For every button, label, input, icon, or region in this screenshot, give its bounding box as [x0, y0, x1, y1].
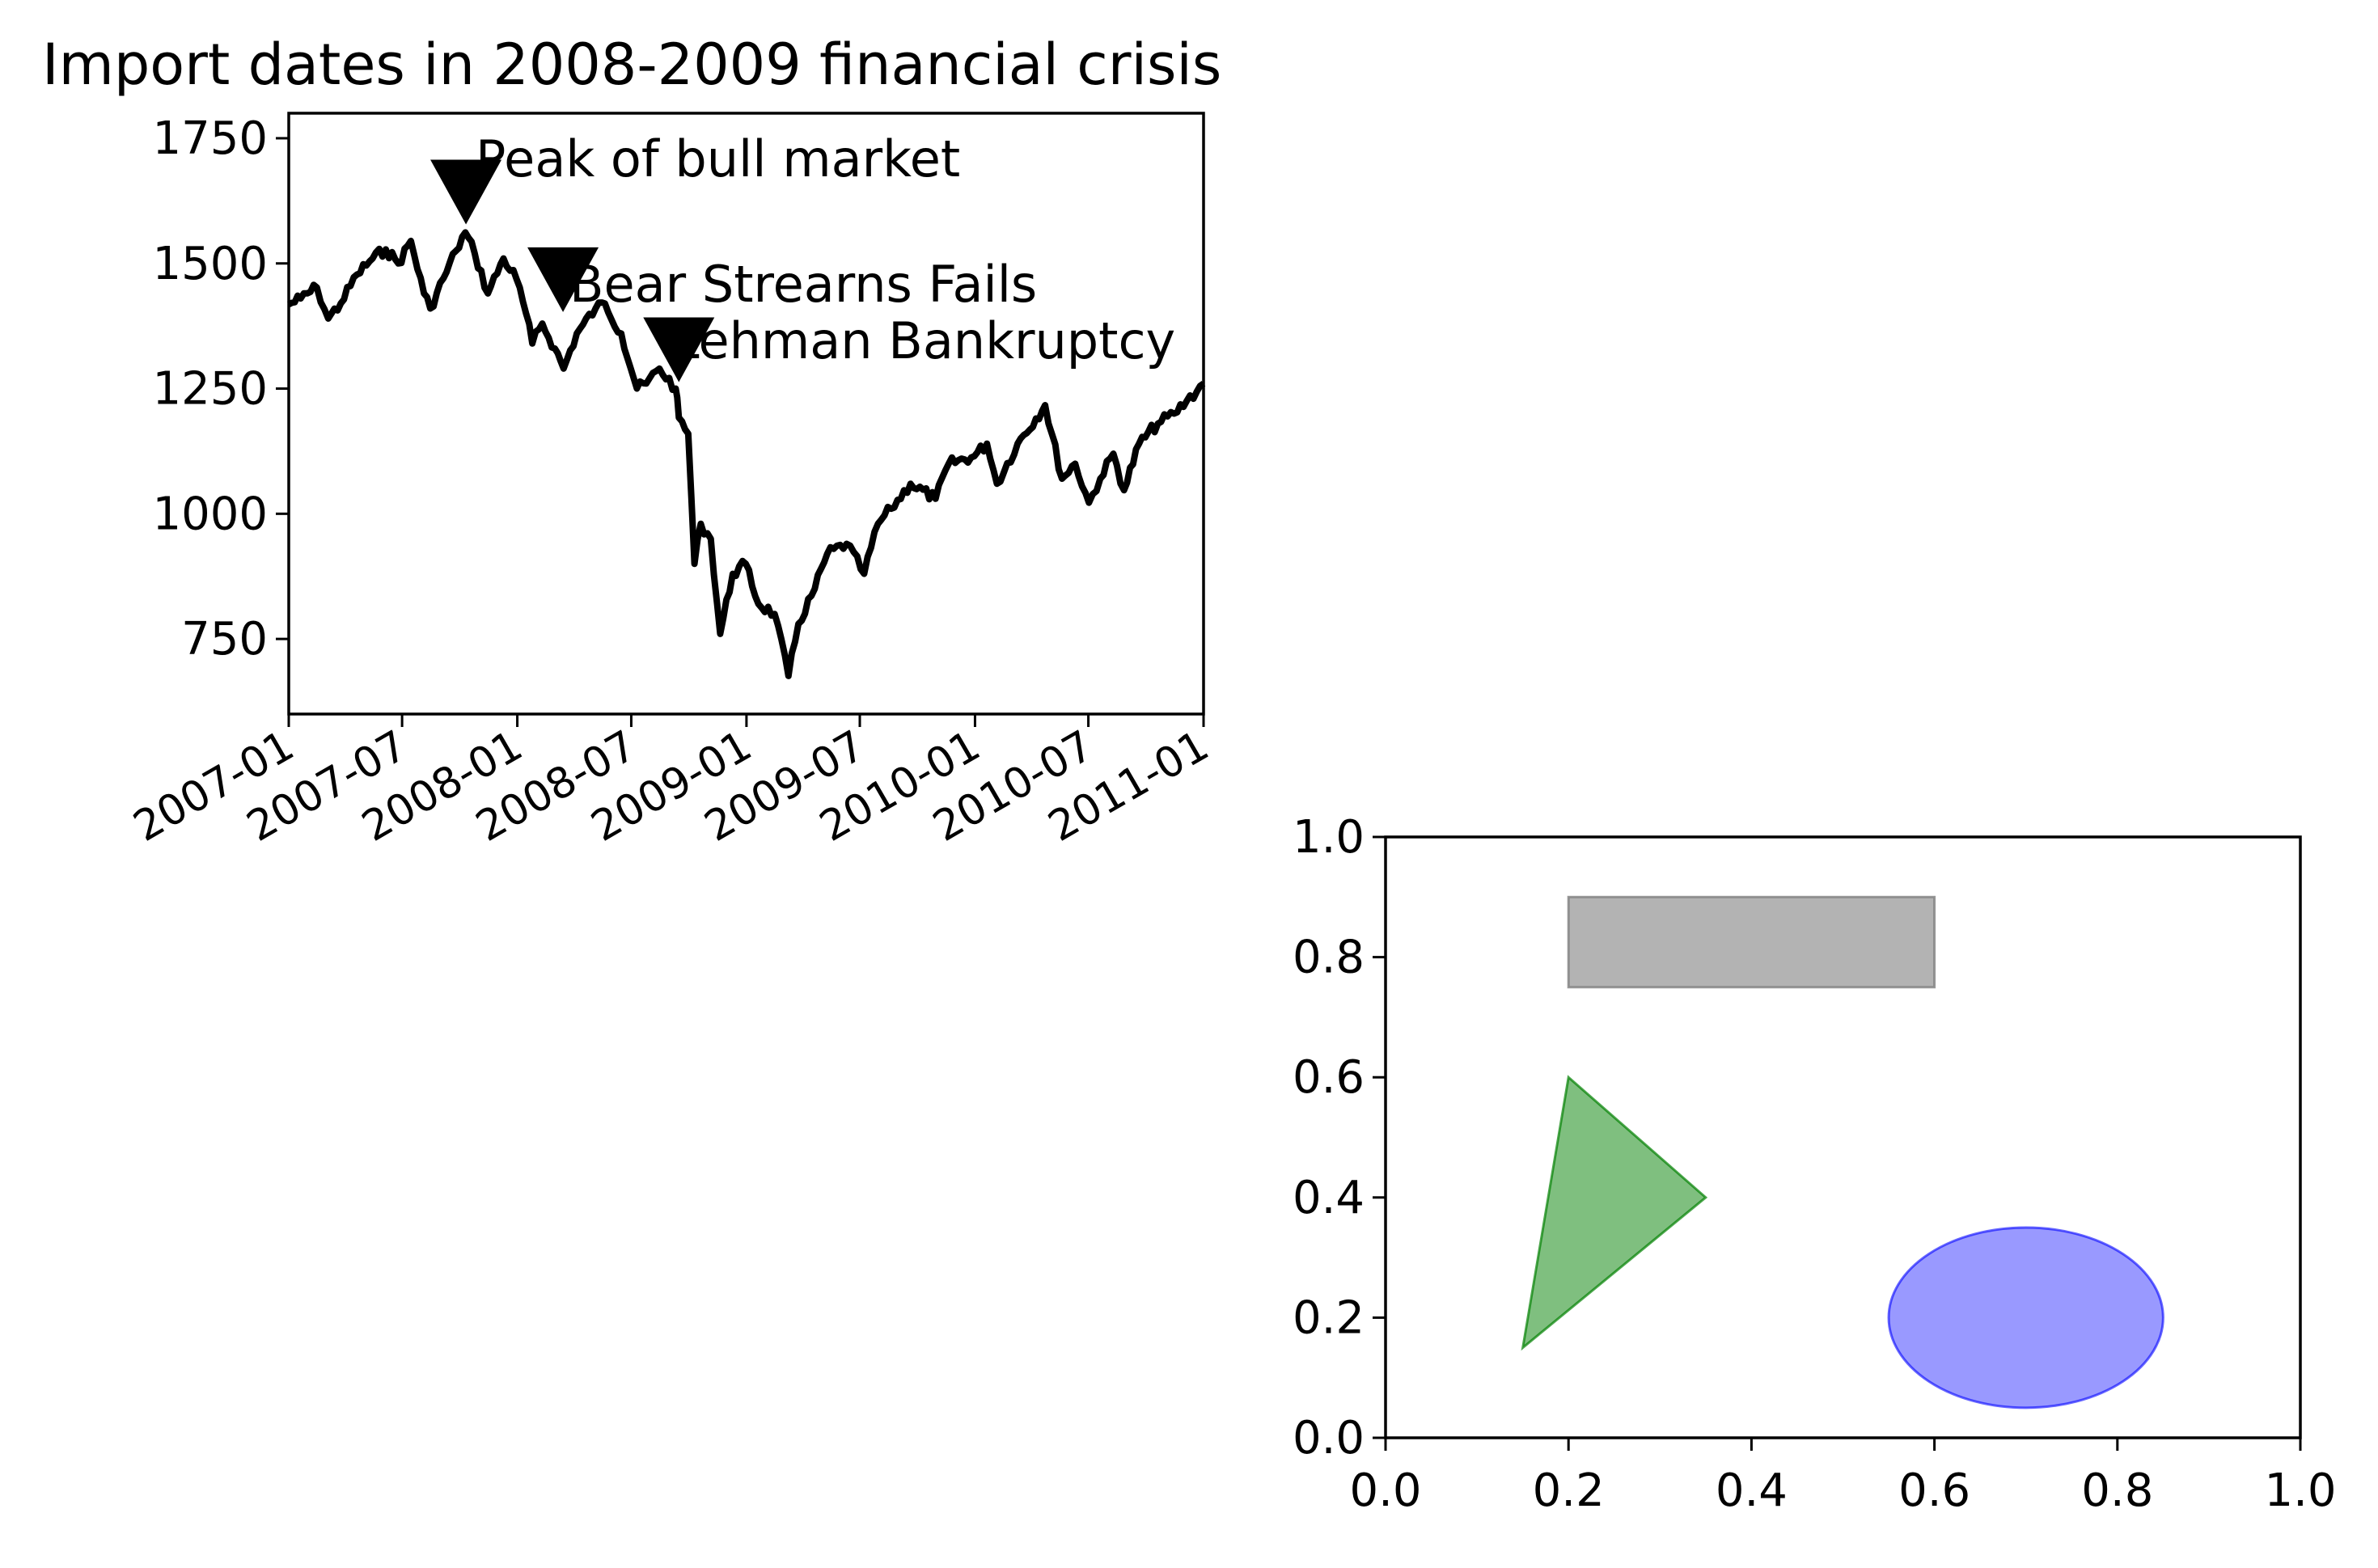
x-tick-label: 0.6 — [1898, 1464, 1970, 1517]
chart-title: Import dates in 2008-2009 financial cris… — [42, 32, 1221, 98]
annotation-markers — [430, 159, 715, 382]
triangle-patch — [1521, 1075, 1708, 1351]
y-tick-label: 0.4 — [1293, 1172, 1365, 1224]
sp500-series-line — [287, 229, 1206, 679]
y-tick-label: 0.0 — [1293, 1412, 1365, 1464]
annotation-label: Bear Strearns Fails — [569, 255, 1037, 314]
annotation-marker — [430, 159, 502, 225]
shapes-chart: 0.0 0.2 0.4 0.6 0.8 1.0 0.0 0.2 0.4 0.6 0.8 1.0 — [1293, 811, 2337, 1517]
x-tick-label: 0.2 — [1533, 1464, 1605, 1517]
annotation-marker — [643, 317, 715, 382]
y-axis-ticks: 750 1000 1250 1500 1750 — [152, 112, 289, 666]
x-axis-ticks: 2007-012007-072008-012008-072009-012009-… — [125, 714, 1217, 852]
crisis-chart: Import dates in 2008-2009 financial cris… — [42, 32, 1221, 852]
y-tick-label: 1250 — [152, 363, 268, 416]
y-tick-label: 0.2 — [1293, 1291, 1365, 1344]
plot-frame — [287, 112, 1205, 716]
y-tick-label: 750 — [181, 613, 268, 666]
annotation-labels: Peak of bull market Bear Strearns Fails … — [476, 129, 1175, 370]
annotation-label: Peak of bull market — [476, 129, 960, 188]
x-tick-label: 1.0 — [2264, 1464, 2336, 1517]
x-axis-ticks: 0.0 0.2 0.4 0.6 0.8 1.0 — [1349, 1438, 2337, 1517]
annotation-label: Lehman Bankruptcy — [671, 311, 1175, 370]
rectangle-patch — [1567, 895, 1936, 989]
patches — [1521, 895, 2164, 1410]
annotation-marker — [527, 247, 599, 312]
y-tick-label: 0.8 — [1293, 932, 1365, 984]
y-tick-label: 1500 — [152, 238, 268, 290]
ellipse-patch — [1887, 1226, 2164, 1410]
x-tick-label: 0.0 — [1349, 1464, 1421, 1517]
y-tick-label: 1000 — [152, 488, 268, 540]
y-axis-ticks: 0.0 0.2 0.4 0.6 0.8 1.0 — [1293, 811, 1386, 1464]
y-tick-label: 1.0 — [1293, 811, 1365, 864]
y-tick-label: 1750 — [152, 112, 268, 165]
plot-frame — [1384, 835, 2302, 1439]
x-tick-label: 0.8 — [2081, 1464, 2153, 1517]
x-tick-label: 0.4 — [1716, 1464, 1788, 1517]
y-tick-label: 0.6 — [1293, 1051, 1365, 1104]
